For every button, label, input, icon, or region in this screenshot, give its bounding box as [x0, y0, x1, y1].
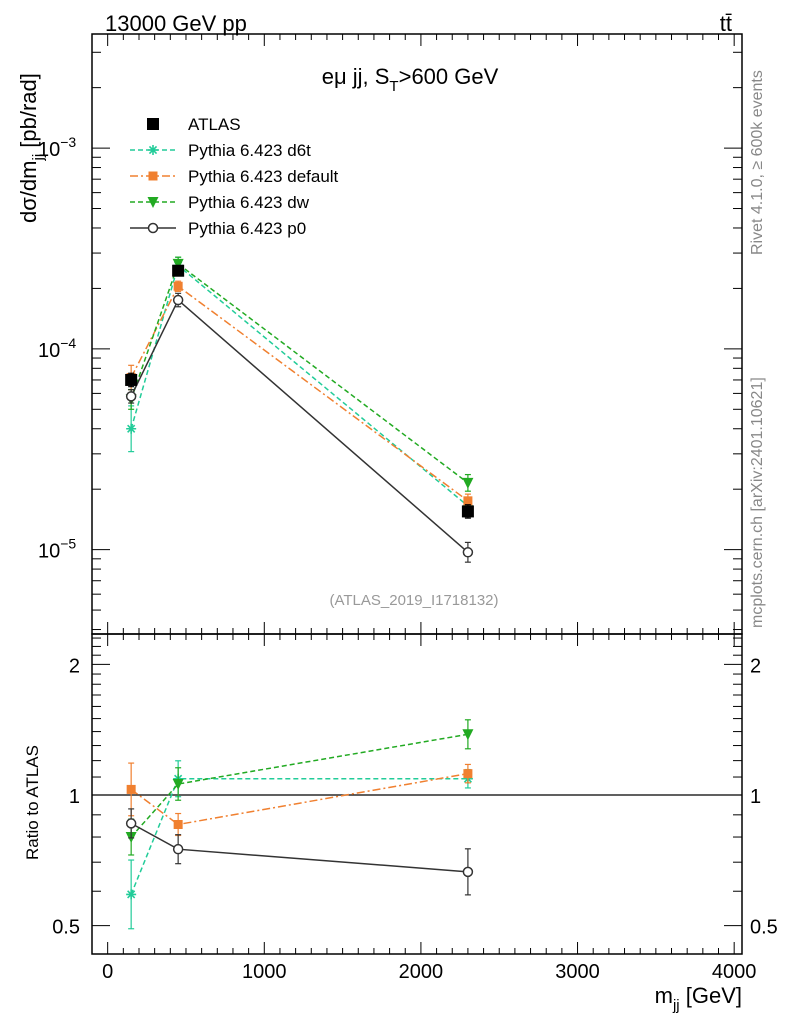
ratio-frame: [91, 633, 743, 955]
y-axis-label: dσ/dmjj [pb/rad]: [16, 73, 47, 223]
ratio-y-tick-label: 1: [69, 786, 80, 808]
y-tick-label: 10−3: [38, 134, 76, 161]
ratio-point: [172, 779, 184, 791]
ratio-line: [130, 733, 469, 838]
ratio-point: [126, 784, 136, 794]
legend-marker: [148, 145, 158, 155]
legend-label: Pythia 6.423 d6t: [188, 141, 311, 160]
ratio-point: [173, 819, 183, 829]
x-tick-label: 2000: [399, 961, 444, 983]
ratio-panel: 0 1000 2000 3000 4000 0.5 0.5 1 1 2 2 Ratio to ATLA…: [23, 633, 778, 1014]
x-tick-label: 4000: [712, 961, 757, 983]
data-point: [462, 547, 474, 558]
ratio-y-tick-label-right: 0.5: [750, 917, 778, 939]
data-point: [172, 264, 185, 277]
legend-label: Pythia 6.423 default: [188, 167, 339, 186]
series-line: [130, 298, 469, 553]
x-tick-label: 1000: [242, 961, 287, 983]
data-point: [125, 373, 138, 386]
data-point: [172, 294, 184, 306]
series-line: [130, 262, 469, 484]
legend-marker: [148, 171, 158, 181]
energy-label: 13000 GeV pp: [105, 11, 247, 36]
legend-item: Pythia 6.423 dw: [130, 193, 310, 212]
ratio-y-tick-label: 0.5: [52, 917, 80, 939]
data-point: [173, 281, 183, 291]
rivet-label: Rivet 4.1.0, ≥ 600k events: [749, 70, 766, 255]
ratio-point: [462, 866, 474, 878]
ratio-series-pythia-6-423-p0: [125, 808, 474, 896]
legend-item: Pythia 6.423 d6t: [130, 141, 311, 160]
x-tick-label: 3000: [555, 961, 600, 983]
process-label: tt̄: [720, 11, 732, 36]
chart-title: eμ jj, ST>600 GeV: [322, 64, 499, 95]
data-point: [462, 477, 474, 489]
series-pythia-6-423-dw: [125, 256, 474, 492]
main-panel: 10−5 10−4 10−3dσ/dmjj [pb/rad] eμ jj, ST>60…: [16, 33, 743, 635]
series-pythia-6-423-p0: [125, 292, 474, 563]
legend-item: Pythia 6.423 default: [130, 167, 339, 186]
data-point: [126, 423, 137, 434]
legend-label: Pythia 6.423 p0: [188, 219, 306, 238]
mcplots-label: mcplots.cern.ch [arXiv:2401.10621]: [749, 377, 766, 628]
data-point: [172, 258, 184, 270]
y-tick-label: 10−4: [38, 335, 76, 362]
ratio-point: [463, 769, 473, 779]
ratio-point: [462, 729, 474, 741]
series-line: [130, 285, 469, 502]
ratio-point: [125, 818, 137, 829]
ratio-y-tick-label-right: 1: [750, 786, 761, 808]
legend-item: Pythia 6.423 p0: [130, 219, 306, 238]
x-axis-label: mjj [GeV]: [655, 983, 742, 1014]
ratio-line: [130, 777, 468, 895]
ratio-point: [126, 889, 137, 900]
ratio-y-axis-label: Ratio to ATLAS: [23, 745, 42, 860]
legend-label: ATLAS: [188, 115, 241, 134]
legend-item: ATLAS: [147, 115, 241, 134]
analysis-watermark: (ATLAS_2019_I1718132): [329, 592, 498, 609]
legend-marker: [147, 222, 159, 234]
data-point: [125, 391, 137, 402]
ratio-y-tick-label-right: 2: [750, 655, 761, 677]
data-point: [463, 496, 473, 506]
y-tick-label: 10−5: [38, 536, 76, 563]
ratio-point: [172, 843, 184, 855]
legend-label: Pythia 6.423 dw: [188, 193, 310, 212]
ratio-line: [130, 772, 469, 826]
legend-marker: [147, 118, 159, 130]
ratio-y-tick-label: 2: [69, 655, 80, 677]
legend: ATLAS Pythia 6.423 d6t Pythia 6.423 defaul…: [130, 115, 339, 238]
legend-marker: [147, 197, 159, 208]
series-pythia-6-423-default: [126, 280, 473, 509]
data-point: [461, 505, 474, 518]
series-atlas: [125, 264, 474, 519]
x-tick-label: 0: [102, 961, 113, 983]
